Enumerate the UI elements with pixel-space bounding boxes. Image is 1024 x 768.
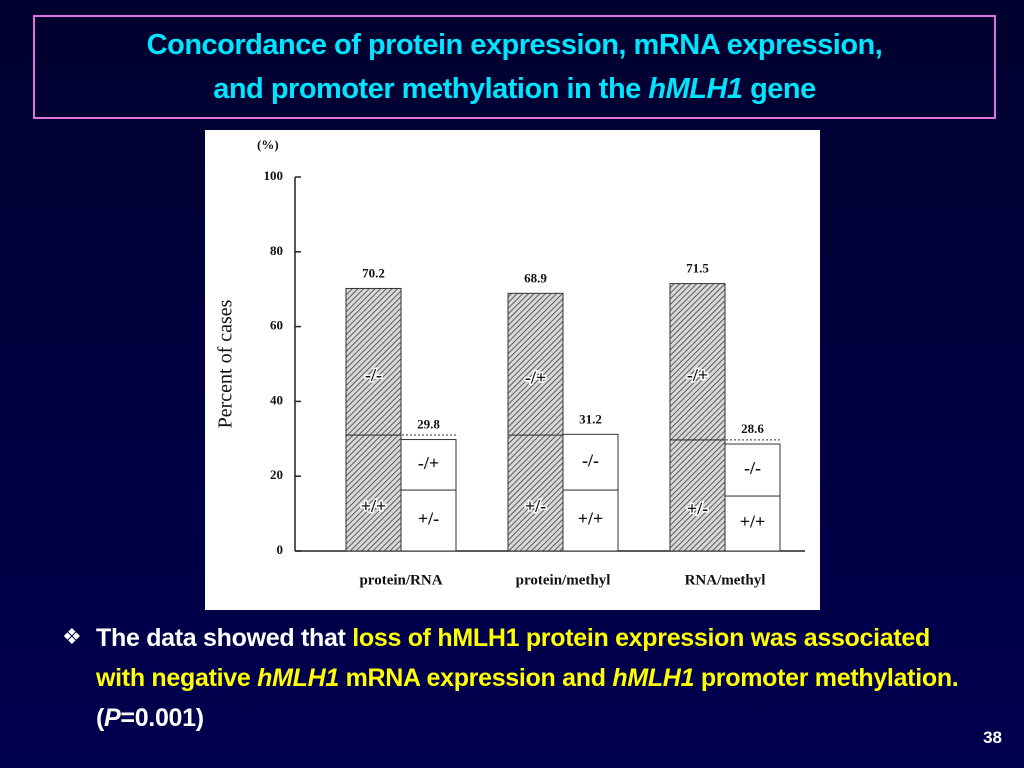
title-gene: hMLH1	[648, 73, 743, 105]
slide-title: Concordance of protein expression, mRNA …	[33, 15, 996, 119]
y-tick-label: 60	[270, 318, 283, 333]
page-number: 38	[983, 728, 1002, 747]
title-text: and promoter methylation in the	[213, 73, 649, 105]
bar-segment	[507, 434, 564, 552]
bar-total-label: 28.6	[741, 421, 764, 436]
x-tick-label: RNA/methyl	[685, 572, 766, 588]
text-run: promoter methylation.	[694, 664, 959, 692]
segment-label: +/+	[740, 512, 766, 532]
segment-label: +/+	[578, 509, 604, 529]
y-tick-label: 40	[270, 392, 283, 407]
x-tick-label: protein/methyl	[516, 572, 611, 588]
bar-segment	[400, 439, 457, 491]
bar-segment	[669, 283, 726, 441]
bar-segment	[724, 495, 781, 552]
title-line: Concordance of protein expression, mRNA …	[146, 29, 883, 61]
chart: (%) Percent of cases 0 20 40 60 80 100 protein…	[205, 130, 820, 610]
text-run: The data showed that	[96, 624, 353, 652]
text-run: hMLH1	[612, 664, 695, 692]
segment-label: +/-	[525, 496, 546, 516]
text-run: hMLH1	[257, 664, 339, 692]
bar-total-label: 70.2	[362, 265, 385, 280]
text-run: P	[104, 704, 121, 732]
segment-label: -/+	[418, 453, 439, 473]
y-tick-label: 20	[270, 467, 283, 482]
text-run: (	[96, 704, 105, 732]
bar-segment	[345, 434, 402, 552]
bar-segment	[507, 292, 564, 436]
bar-total-label: 31.2	[579, 411, 602, 426]
text-run: =0.001)	[120, 704, 204, 732]
bar-segment	[400, 489, 457, 552]
bar-segment	[669, 439, 726, 552]
y-tick-label: 80	[270, 243, 283, 258]
bar-segment	[724, 443, 781, 497]
text-run: mRNA expression and	[338, 664, 613, 692]
y-tick-label: 100	[264, 168, 284, 183]
segment-label: +/+	[361, 496, 387, 516]
segment-label: -/-	[744, 458, 761, 478]
text-run: loss of hMLH1 protein expression was ass…	[96, 624, 930, 692]
segment-label: -/+	[525, 367, 546, 387]
bar-total-label: 29.8	[417, 417, 440, 432]
y-axis-label: Percent of cases	[215, 299, 237, 428]
bullet-text: The data showed that loss of hMLH1 prote…	[96, 618, 976, 738]
x-tick-label: protein/RNA	[359, 572, 442, 588]
bar-segment	[562, 489, 619, 552]
segment-label: -/+	[687, 365, 708, 385]
bar-segment	[562, 433, 619, 491]
bar-segment	[345, 287, 402, 436]
title-text: gene	[742, 73, 816, 105]
bullet-symbol: ❖	[62, 624, 82, 649]
unit-label: (%)	[257, 137, 279, 152]
segment-label: +/-	[418, 509, 439, 529]
bar-total-label: 71.5	[686, 261, 709, 276]
segment-label: -/-	[365, 365, 382, 385]
segment-label: -/-	[582, 450, 599, 470]
y-tick-label: 0	[277, 542, 284, 557]
segment-label: +/-	[687, 499, 708, 519]
bar-total-label: 68.9	[524, 270, 547, 285]
